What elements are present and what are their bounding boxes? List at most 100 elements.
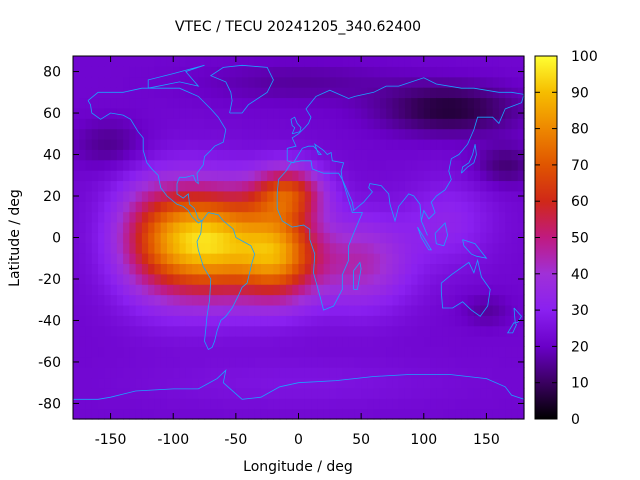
heatmap-cell <box>473 304 481 316</box>
heatmap-cell <box>348 201 356 213</box>
heatmap-cell <box>217 263 224 275</box>
heatmap-cell <box>367 253 375 265</box>
heatmap-cell <box>517 346 525 358</box>
heatmap-cell <box>448 97 456 109</box>
heatmap-cell <box>198 387 206 399</box>
heatmap-cell <box>411 242 419 254</box>
heatmap-cell <box>198 211 206 223</box>
heatmap-cell <box>123 315 130 327</box>
heatmap-cell <box>473 273 481 285</box>
heatmap-cell <box>480 284 488 296</box>
heatmap-cell <box>517 367 525 379</box>
heatmap-cell <box>73 336 80 347</box>
heatmap-cell <box>442 201 450 213</box>
heatmap-cell <box>166 128 174 140</box>
heatmap-cell <box>154 377 162 389</box>
heatmap-cell <box>498 138 506 150</box>
heatmap-cell <box>480 180 488 192</box>
heatmap-cell <box>467 273 475 285</box>
heatmap-cell <box>511 128 519 140</box>
heatmap-cell <box>348 263 356 275</box>
heatmap-cell <box>348 221 356 233</box>
heatmap-cell <box>129 87 137 99</box>
heatmap-cell <box>448 315 456 327</box>
heatmap-cell <box>116 284 124 296</box>
heatmap-cell <box>392 304 400 316</box>
heatmap-cell <box>235 336 243 347</box>
heatmap-cell <box>404 346 412 358</box>
heatmap-cell <box>267 356 275 368</box>
heatmap-cell <box>267 387 275 399</box>
heatmap-cell <box>329 118 337 130</box>
heatmap-cell <box>323 138 331 150</box>
heatmap-cell <box>185 336 193 347</box>
heatmap-cell <box>148 180 156 192</box>
heatmap-cell <box>417 273 425 285</box>
heatmap-cell <box>98 107 105 119</box>
heatmap-cell <box>348 97 356 109</box>
heatmap-cell <box>461 201 469 213</box>
heatmap-cell <box>141 377 149 389</box>
heatmap-cell <box>517 408 525 420</box>
heatmap-cell <box>166 221 174 233</box>
heatmap-cell <box>505 76 513 88</box>
heatmap-cell <box>179 138 187 150</box>
heatmap-cell <box>511 76 519 88</box>
heatmap-cell <box>517 336 525 347</box>
heatmap-cell <box>417 97 425 109</box>
heatmap-cell <box>185 190 193 202</box>
heatmap-cell <box>329 221 337 233</box>
heatmap-cell <box>486 201 494 213</box>
heatmap-cell <box>342 253 350 265</box>
heatmap-cell <box>110 232 118 244</box>
heatmap-cell <box>160 107 168 119</box>
coastline-nz-south <box>506 322 517 334</box>
y-tick-label: 80 <box>43 65 61 81</box>
heatmap-cell <box>379 138 387 150</box>
heatmap-cell <box>229 284 237 296</box>
heatmap-cell <box>473 118 481 130</box>
heatmap-cell <box>323 346 331 358</box>
heatmap-cell <box>379 170 387 182</box>
heatmap-cell <box>467 294 475 306</box>
heatmap-cell <box>492 128 500 140</box>
heatmap-cell <box>417 180 425 192</box>
heatmap-cell <box>430 66 437 78</box>
heatmap-cell <box>373 138 381 150</box>
heatmap-cell <box>461 325 469 337</box>
heatmap-cell <box>480 346 488 358</box>
heatmap-cell <box>498 253 506 265</box>
heatmap-cell <box>329 294 337 306</box>
heatmap-cell <box>260 242 268 254</box>
heatmap-cell <box>279 56 287 67</box>
heatmap-cell <box>498 76 506 88</box>
heatmap-cell <box>273 56 281 67</box>
heatmap-cell <box>279 398 287 410</box>
heatmap-cell <box>455 263 462 275</box>
heatmap-cell <box>235 128 243 140</box>
heatmap-cell <box>498 242 506 254</box>
heatmap-cell <box>329 273 337 285</box>
heatmap-cell <box>486 159 494 171</box>
heatmap-cell <box>436 138 444 150</box>
heatmap-cell <box>379 232 387 244</box>
heatmap-cell <box>486 346 494 358</box>
heatmap-cell <box>91 97 99 109</box>
heatmap-cell <box>292 294 300 306</box>
heatmap-cell <box>448 377 456 389</box>
heatmap-cell <box>242 211 249 223</box>
heatmap-cell <box>223 242 231 254</box>
heatmap-cell <box>404 159 412 171</box>
heatmap-cell <box>461 76 469 88</box>
heatmap-cell <box>260 263 268 275</box>
heatmap-cell <box>166 253 174 265</box>
heatmap-cell <box>148 315 156 327</box>
heatmap-cell <box>417 138 425 150</box>
heatmap-cell <box>423 325 431 337</box>
heatmap-cell <box>386 170 394 182</box>
heatmap-cell <box>317 367 325 379</box>
heatmap-cell <box>166 367 174 379</box>
heatmap-cell <box>323 325 331 337</box>
heatmap-cell <box>348 294 356 306</box>
heatmap-cell <box>442 138 450 150</box>
